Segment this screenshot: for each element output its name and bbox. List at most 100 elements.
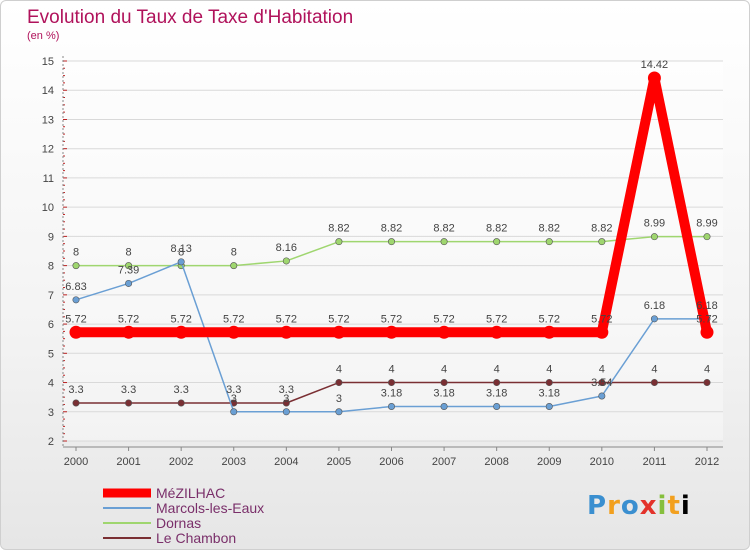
data-point [69,325,83,339]
data-point [230,408,238,416]
data-point [385,325,398,339]
data-label: 3.54 [591,377,612,389]
y-tick-label: 8 [48,261,54,273]
data-label: 5.72 [170,313,191,325]
logo-letter: r [607,491,621,521]
data-label: 4 [388,364,394,376]
data-label: 5.72 [276,313,297,325]
y-tick-label: 13 [42,114,54,126]
y-tick-label: 3 [48,407,54,419]
data-point [650,315,658,323]
data-point [335,379,343,387]
data-point [387,379,395,387]
data-label: 5.72 [486,313,507,325]
data-label: 8.82 [539,223,560,235]
chart-title: Evolution du Taux de Taxe d'Habitation [27,7,354,28]
data-label: 3.18 [486,388,507,400]
data-point [545,379,553,387]
legend-label: Dornas [156,515,201,531]
data-label: 4 [336,364,342,376]
x-tick-label: 2003 [222,456,246,468]
logo-letter: P [587,491,608,521]
x-tick-label: 2009 [537,456,561,468]
data-point [493,403,501,411]
data-point [440,403,448,411]
data-label: 8 [126,247,132,259]
y-tick-label: 5 [48,348,54,360]
data-point [72,262,80,270]
data-label: 3 [283,393,289,405]
data-point [174,325,188,339]
data-point [332,325,346,339]
data-point [650,379,658,387]
data-label: 3.3 [174,384,189,396]
data-point [598,379,606,387]
data-label: 5.72 [591,313,612,325]
data-point [437,325,451,339]
data-label: 3.18 [433,388,454,400]
x-tick-label: 2006 [379,456,403,468]
data-point [490,325,504,339]
y-tick-label: 10 [42,202,54,214]
data-point [595,325,609,339]
data-label: 6.83 [65,281,86,293]
y-tick-label: 2 [48,436,54,448]
data-label: 3.3 [68,384,83,396]
data-label: 8.16 [276,242,297,254]
data-point [125,262,133,270]
data-point [387,403,395,411]
data-label: 3 [231,393,237,405]
data-point [493,379,501,387]
x-tick-label: 2001 [116,456,140,468]
legend-label: MéZILHAC [156,485,225,501]
chart-subtitle: (en %) [27,30,60,42]
data-point [703,379,711,387]
logo-letter: i [657,491,668,521]
y-tick-label: 6 [48,319,54,331]
data-point [440,379,448,387]
data-label: 8.82 [433,223,454,235]
data-label: 14.42 [641,59,669,71]
y-tick-label: 14 [42,85,54,97]
data-point [122,325,136,339]
y-tick-label: 11 [43,173,54,185]
data-point [282,408,290,416]
data-point [598,392,606,400]
data-point [700,325,714,339]
data-label: 4 [704,364,710,376]
data-point [177,258,185,266]
legend-label: Le Chambon [156,530,236,546]
data-point [703,233,711,241]
logo-letter: o [620,491,640,521]
data-label: 8.82 [381,223,402,235]
data-label: 4 [494,364,500,376]
data-label: 8.13 [170,243,191,255]
data-point [493,238,501,246]
data-point [335,238,343,246]
proxiti-logo: Proxiti [587,491,691,521]
data-point [542,325,556,339]
data-point [279,325,293,339]
data-label: 3.3 [279,384,294,396]
data-label: 8.99 [696,218,717,230]
x-tick-label: 2004 [274,456,298,468]
data-point [227,325,241,339]
x-tick-label: 2008 [484,456,508,468]
logo-letter: t [667,491,681,521]
data-label: 6.18 [644,300,665,312]
data-label: 3.3 [121,384,136,396]
data-label: 5.72 [118,313,139,325]
data-label: 4 [599,364,605,376]
data-point [177,399,185,407]
y-tick-label: 4 [48,378,54,390]
x-tick-label: 2002 [169,456,193,468]
y-tick-label: 9 [48,231,54,243]
data-label: 4 [441,364,447,376]
data-label: 8.99 [644,218,665,230]
y-tick-label: 7 [48,290,54,302]
data-label: 8.82 [591,223,612,235]
y-tick-label: 15 [42,56,54,68]
data-point [72,296,80,304]
